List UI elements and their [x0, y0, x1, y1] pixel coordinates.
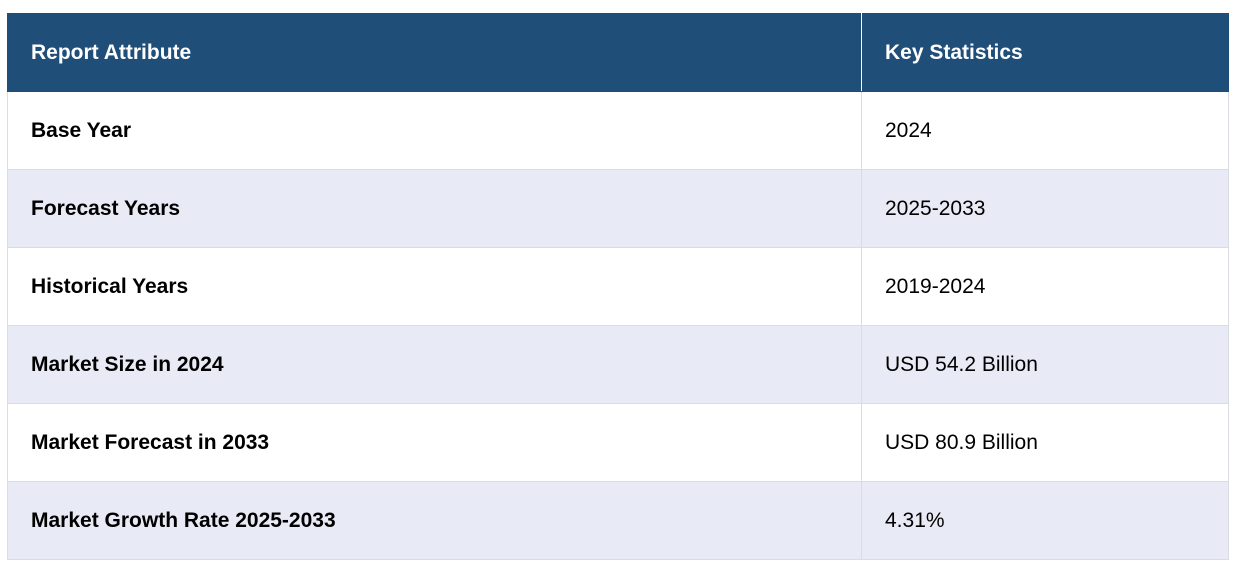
row-value-cell: USD 80.9 Billion — [861, 403, 1229, 482]
row-value-cell: 2024 — [861, 91, 1229, 170]
table-row: Market Growth Rate 2025-2033 4.31% — [7, 481, 1229, 560]
header-row: Report Attribute Key Statistics — [7, 13, 1229, 92]
report-attributes-table: Report Attribute Key Statistics Base Yea… — [7, 13, 1229, 560]
header-key-statistics: Key Statistics — [861, 13, 1229, 92]
table-row: Forecast Years 2025-2033 — [7, 169, 1229, 248]
table-row: Base Year 2024 — [7, 91, 1229, 170]
row-attribute-cell: Historical Years — [7, 247, 862, 326]
row-attribute-cell: Market Forecast in 2033 — [7, 403, 862, 482]
report-table-container: Report Attribute Key Statistics Base Yea… — [7, 13, 1229, 560]
row-value-cell: 2019-2024 — [861, 247, 1229, 326]
table-row: Historical Years 2019-2024 — [7, 247, 1229, 326]
row-value-cell: 4.31% — [861, 481, 1229, 560]
row-value-cell: 2025-2033 — [861, 169, 1229, 248]
row-value-cell: USD 54.2 Billion — [861, 325, 1229, 404]
row-attribute-cell: Market Growth Rate 2025-2033 — [7, 481, 862, 560]
table-header: Report Attribute Key Statistics — [7, 13, 1229, 92]
header-report-attribute: Report Attribute — [7, 13, 862, 92]
row-attribute-cell: Forecast Years — [7, 169, 862, 248]
table-row: Market Forecast in 2033 USD 80.9 Billion — [7, 403, 1229, 482]
row-attribute-cell: Base Year — [7, 91, 862, 170]
table-row: Market Size in 2024 USD 54.2 Billion — [7, 325, 1229, 404]
table-body: Base Year 2024 Forecast Years 2025-2033 … — [7, 91, 1229, 560]
row-attribute-cell: Market Size in 2024 — [7, 325, 862, 404]
